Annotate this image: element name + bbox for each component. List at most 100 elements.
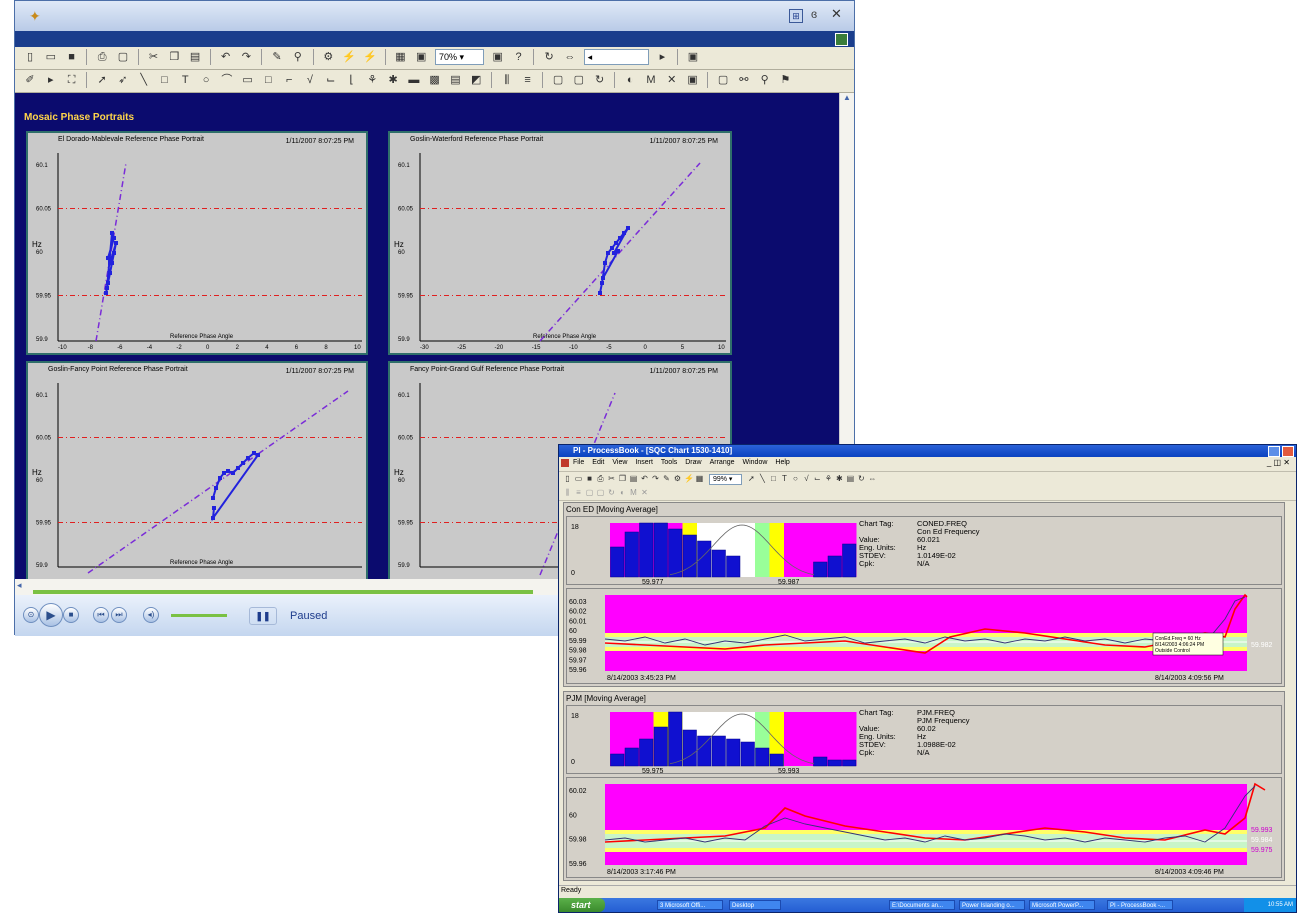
table-icon[interactable]: ▣ xyxy=(415,51,427,63)
trend-draw-icon[interactable]: √ xyxy=(306,74,313,86)
tag-icon[interactable]: ⚲ xyxy=(760,74,769,86)
help-icon[interactable] xyxy=(835,33,848,46)
previous-icon[interactable]: ⏮ xyxy=(93,607,109,623)
properties-icon[interactable]: ▣ xyxy=(687,74,698,86)
minimize-icon[interactable] xyxy=(1268,446,1280,457)
next-icon[interactable]: ⏭ xyxy=(111,607,127,623)
cut-icon[interactable]: ✂ xyxy=(608,474,615,483)
rectangle-icon[interactable]: □ xyxy=(770,474,776,483)
print-icon[interactable]: ⎙ xyxy=(597,474,604,483)
print-icon[interactable]: ⎙ xyxy=(97,51,107,63)
play-icon[interactable]: ▶ xyxy=(39,603,63,627)
zoom-icon[interactable]: ▢ xyxy=(717,74,729,86)
menu-item-tools[interactable]: Tools xyxy=(660,459,678,466)
pen-icon[interactable]: ✎ xyxy=(272,51,282,63)
save-icon[interactable]: ■ xyxy=(587,474,592,483)
value-icon[interactable]: ▭ xyxy=(242,74,253,86)
seek-bar[interactable] xyxy=(33,590,533,594)
copy-icon[interactable]: ❐ xyxy=(169,51,180,63)
text-icon[interactable]: T xyxy=(781,474,787,483)
ellipse-icon[interactable]: ○ xyxy=(792,474,798,483)
stop-icon[interactable]: ■ xyxy=(63,607,79,623)
trend2-icon[interactable]: ⚡ xyxy=(362,51,377,63)
menu-item-file[interactable]: File xyxy=(573,459,585,466)
pointer-icon[interactable]: ➚ xyxy=(748,474,755,483)
redo-icon[interactable]: ↷ xyxy=(241,51,251,63)
trend-icon[interactable]: ⚡ xyxy=(684,474,694,483)
sqc-icon[interactable]: ▤ xyxy=(450,74,461,86)
grid-icon[interactable]: ▦ xyxy=(695,474,704,483)
rotate-icon[interactable]: ↻ xyxy=(608,488,615,497)
color-icon[interactable]: ◐ xyxy=(620,488,625,497)
merge-icon[interactable]: M xyxy=(646,74,656,86)
trend-icon[interactable]: ⚡ xyxy=(342,51,356,63)
merge-icon[interactable]: M xyxy=(630,488,637,497)
group-icon[interactable]: ▢ xyxy=(552,74,564,86)
mute-icon[interactable]: ◂) xyxy=(143,607,159,623)
tool-icon[interactable]: ⚙ xyxy=(673,474,682,483)
bar-icon[interactable]: □ xyxy=(265,74,272,86)
restore-icon[interactable]: ⊞ xyxy=(789,9,803,23)
scatter-icon[interactable]: ⌊ xyxy=(349,74,354,86)
delete-icon[interactable]: ✕ xyxy=(641,488,648,497)
distribute-icon[interactable]: ≡ xyxy=(524,74,531,86)
pen-icon[interactable]: ✎ xyxy=(663,474,670,483)
menu-item-insert[interactable]: Insert xyxy=(635,459,653,466)
group-icon[interactable]: ▢ xyxy=(585,488,594,497)
ellipse-icon[interactable]: ○ xyxy=(202,74,210,86)
align-icon[interactable]: ⫼ xyxy=(504,74,510,86)
new-file-icon[interactable]: ▯ xyxy=(26,51,34,63)
undo-icon[interactable]: ↶ xyxy=(220,51,231,63)
save-icon[interactable]: ■ xyxy=(68,51,75,63)
help-pointer-icon[interactable]: ? xyxy=(515,51,522,63)
delete-icon[interactable]: ✕ xyxy=(667,74,677,86)
refresh-icon[interactable]: ↻ xyxy=(544,51,554,63)
line-icon[interactable]: ╲ xyxy=(140,74,147,86)
menu-item-edit[interactable]: Edit xyxy=(592,459,605,466)
pause-icon[interactable]: ❚❚ xyxy=(249,607,277,625)
chart-icon[interactable]: ⛶ xyxy=(67,74,76,86)
taskbar-item[interactable]: Power Islanding o... xyxy=(959,900,1025,910)
menu-item-arrange[interactable]: Arrange xyxy=(709,459,735,466)
button-icon[interactable]: ▬ xyxy=(408,74,420,86)
distribute-icon[interactable]: ≡ xyxy=(576,488,581,497)
time-scroll[interactable]: ◂ xyxy=(583,49,649,65)
grid-icon[interactable]: ▦ xyxy=(395,51,406,63)
symbol-icon[interactable]: ⚘ xyxy=(367,74,378,86)
color-icon[interactable]: ◐ xyxy=(626,74,634,86)
extra-icon[interactable]: ⚑ xyxy=(780,74,791,86)
paste-icon[interactable]: ▤ xyxy=(189,51,201,63)
refresh-icon[interactable]: ↻ xyxy=(858,474,865,483)
menu-item-window[interactable]: Window xyxy=(742,459,768,466)
new-file-icon[interactable]: ▯ xyxy=(565,474,570,483)
paste-icon[interactable]: ▤ xyxy=(629,474,638,483)
range-icon[interactable]: ⇔ xyxy=(868,474,877,483)
scroll-up-icon[interactable]: ▲ xyxy=(843,93,851,102)
align-icon[interactable]: ⫼ xyxy=(565,488,570,497)
cut-icon[interactable]: ✂ xyxy=(148,51,159,63)
run-mode-icon[interactable]: ▸ xyxy=(48,74,54,86)
menu-item-help[interactable]: Help xyxy=(775,459,790,466)
find-icon[interactable]: ⚲ xyxy=(293,51,302,63)
close-icon[interactable]: ✕ xyxy=(831,6,842,21)
link-icon[interactable]: ⚯ xyxy=(739,74,749,86)
xy-plot-icon[interactable]: ⌙ xyxy=(326,74,336,86)
taskbar-item[interactable]: 3 Microsoft Offi... xyxy=(657,900,723,910)
taskbar-item[interactable]: Microsoft PowerP... xyxy=(1029,900,1095,910)
volume-slider[interactable] xyxy=(171,614,227,617)
sqc-chart-icon[interactable]: ◩ xyxy=(470,74,482,86)
select-icon[interactable]: ➶ xyxy=(118,74,128,86)
redo-icon[interactable]: ↷ xyxy=(652,474,659,483)
tool-icon[interactable]: ⚙ xyxy=(323,51,334,63)
menu-item-view[interactable]: View xyxy=(612,459,628,466)
text-icon[interactable]: T xyxy=(181,74,189,86)
open-icon[interactable]: ▭ xyxy=(574,474,583,483)
multistate-icon[interactable]: ✱ xyxy=(836,474,843,483)
pointer-icon[interactable]: ➚ xyxy=(97,74,107,86)
copy-icon[interactable]: ❐ xyxy=(618,474,627,483)
scroll-left-icon[interactable]: ◂ xyxy=(17,580,22,590)
display-icon[interactable]: ▣ xyxy=(687,51,699,63)
menu-item-draw[interactable]: Draw xyxy=(685,459,702,466)
connector-icon[interactable]: ⌐ xyxy=(285,74,293,86)
window-icon[interactable]: ▣ xyxy=(492,51,503,63)
